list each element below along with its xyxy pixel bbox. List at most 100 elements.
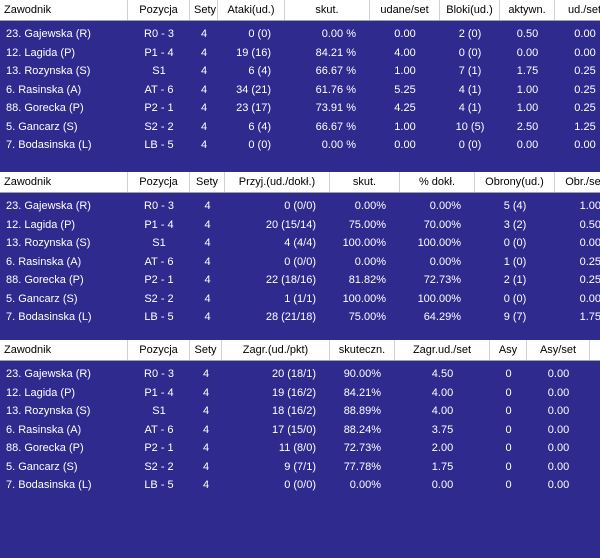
column-header: skut. (285, 0, 370, 20)
table-cell: 11 (8/0) (278, 442, 316, 454)
table-cell: 4 (202, 386, 210, 399)
table-cell: 0.00 (547, 460, 570, 473)
table-cell: 34 (21) (236, 83, 271, 96)
table-cell: 0.00% (354, 255, 386, 268)
column-header: ud./set (555, 0, 600, 20)
table-cell: 77.78% (343, 460, 381, 473)
table-cell: 13. Rozynska (S) (6, 237, 91, 249)
table-row: 13. Rozynska (S) S1 4 4 (4/4) 100.00% 100.00%… (0, 234, 600, 252)
table-cell: 0.25 (574, 102, 596, 114)
table-row: 6. Rasinska (A) AT - 6 4 17 (15/0) 88.24% 3.7… (0, 421, 600, 439)
table-cell: 0.00 (547, 442, 570, 454)
table-cell: 4 (200, 83, 208, 96)
table-cell: 84.21 % (315, 46, 356, 59)
table-header: Zawodnik Pozycja Sety Ataki(ud.) skut. udane/… (0, 0, 600, 21)
table-cell: 4 (204, 292, 211, 305)
table-cell: 6. Rasinska (A) (6, 83, 82, 96)
table-cell: 72.73% (343, 442, 381, 454)
table-cell: 4 (202, 442, 210, 454)
table-cell: 4 (204, 237, 211, 249)
table-cell: P2 - 1 (144, 102, 174, 114)
table-cell: 0.50 (516, 28, 539, 40)
table-row: 12. Lagida (P) P1 - 4 4 19 (16/2) 84.21% 4.00… (0, 384, 600, 402)
table-cell: S2 - 2 (144, 120, 174, 133)
table-cell: 1.75 (431, 460, 454, 473)
table-cell: 23 (17) (236, 102, 271, 114)
table-cell: 4.00 (431, 386, 454, 399)
table-cell: 4.00 (431, 405, 454, 417)
column-header: Zagr.(ud./pkt) (222, 340, 330, 360)
table-row: 7. Bodasinska (L) LB - 5 4 0 (0) 0.00 % 0.00 0… (0, 136, 600, 154)
table-cell: 22 (18/16) (265, 274, 316, 286)
table-cell: 3 (2) (503, 218, 527, 231)
table-cell: P2 - 1 (144, 442, 174, 454)
table-cell: 0.00 (516, 139, 539, 151)
table-cell: 4 (200, 28, 208, 40)
table-cell: 4 (202, 460, 210, 473)
table-cell: 4 (204, 218, 211, 231)
column-header: Sety (190, 340, 222, 360)
table-cell: 0 (0/0) (284, 200, 316, 212)
table-cell: 5.25 (394, 83, 416, 96)
table-cell: 0.00 (394, 139, 416, 151)
table-cell: 2.00 (431, 442, 454, 454)
table-cell: 1.00 (394, 65, 416, 77)
table-cell: 7. Bodasinska (L) (6, 139, 92, 151)
column-header: Pozycja (128, 340, 190, 360)
table-cell: 4 (1) (458, 102, 482, 114)
table-cell: 0.00 (574, 46, 596, 59)
column-header: skuteczn. (330, 340, 395, 360)
table-cell: 88. Gorecka (P) (6, 102, 84, 114)
column-header: Zagr.ud./set (395, 340, 490, 360)
table-cell: 19 (16) (236, 46, 271, 59)
table-cell: 64.29% (423, 311, 461, 323)
table-row: 7. Bodasinska (L) LB - 5 4 0 (0/0) 0.00% 0.00… (0, 476, 600, 494)
table-cell: 0 (505, 460, 512, 473)
column-header: Bloki(ud.) (440, 0, 500, 20)
column-header: % dokł. (400, 172, 475, 192)
table-cell: 23. Gajewska (R) (6, 368, 91, 380)
table-cell: 2 (0) (458, 28, 482, 40)
table-row: 13. Rozynska (S) S1 4 6 (4) 66.67 % 1.00 7 (1)… (0, 62, 600, 80)
table-cell: P1 - 4 (144, 386, 174, 399)
table-cell: 66.67 % (315, 65, 356, 77)
table-cell: 0 (505, 479, 512, 491)
table-cell: 75.00% (348, 218, 386, 231)
table-cell: 4 (200, 102, 208, 114)
table-cell: R0 - 3 (144, 28, 174, 40)
table-cell: 4 (4/4) (284, 237, 316, 249)
table-cell: 7 (1) (458, 65, 482, 77)
table-cell: 18 (16/2) (271, 405, 316, 417)
column-header: Asy/set (527, 340, 590, 360)
table-cell: 12. Lagida (P) (6, 46, 76, 59)
column-header: Pozycja (128, 0, 190, 20)
table-cell: 4 (1) (458, 83, 482, 96)
table-cell: P2 - 1 (144, 274, 174, 286)
table-cell: 0 (0) (458, 139, 482, 151)
table-cell: 6 (4) (248, 65, 271, 77)
column-header: Sety (190, 0, 218, 20)
table-cell: 0.00% (429, 200, 461, 212)
table-cell: 1.00 (579, 200, 600, 212)
table-cell: 84.21% (343, 386, 381, 399)
table-cell: 0 (0) (503, 237, 527, 249)
column-header: Ataki(ud.) (218, 0, 285, 20)
table-row: 7. Bodasinska (L) LB - 5 4 28 (21/18) 75.00%… (0, 308, 600, 326)
table-cell: 2.50 (516, 120, 539, 133)
table-cell: 3.75 (431, 423, 454, 436)
table-cell: 90.00% (343, 368, 381, 380)
table-cell: 1.00 (394, 120, 416, 133)
table-cell: 0.00% (429, 255, 461, 268)
table-cell: 66.67 % (315, 120, 356, 133)
column-header: aktywn. (500, 0, 555, 20)
table-cell: 4.50 (431, 368, 454, 380)
table-cell: 73.91 % (315, 102, 356, 114)
table-cell: 5 (4) (503, 200, 527, 212)
table-cell: R0 - 3 (144, 368, 174, 380)
table-cell: AT - 6 (144, 255, 174, 268)
table-cell: 17 (15/0) (271, 423, 316, 436)
table-cell: 0.25 (579, 255, 600, 268)
table-row: 88. Gorecka (P) P2 - 1 4 22 (18/16) 81.82% 72… (0, 271, 600, 289)
table-cell: 0 (505, 386, 512, 399)
table-cell: 20 (18/1) (271, 368, 316, 380)
